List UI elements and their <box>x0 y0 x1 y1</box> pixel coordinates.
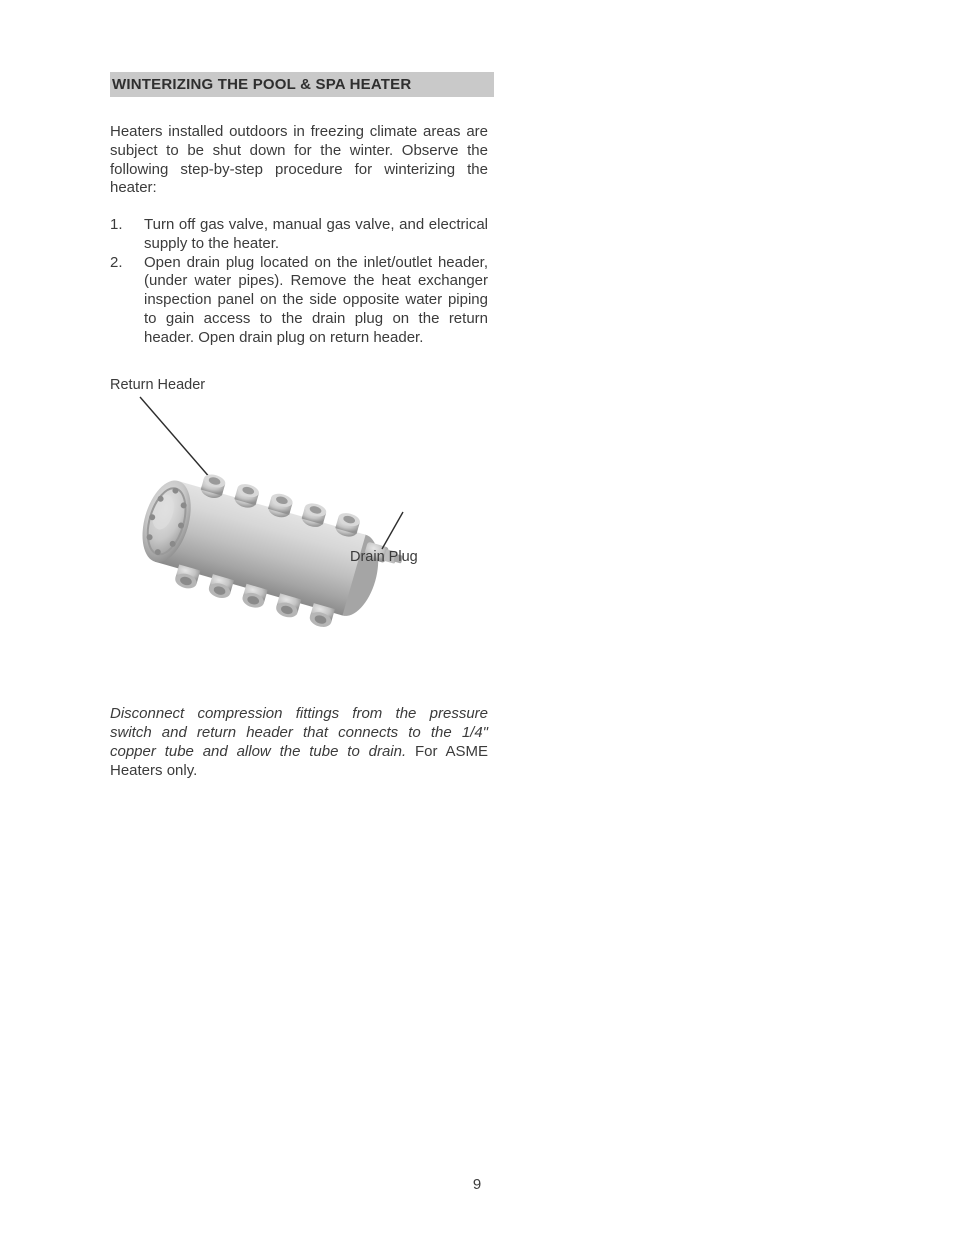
list-item: 1. Turn off gas valve, manual gas valve,… <box>110 216 488 254</box>
text-column: Heaters installed outdoors in freezing c… <box>110 123 488 347</box>
list-item: 2. Open drain plug located on the inlet/… <box>110 254 488 348</box>
closing-paragraph: Disconnect compression fittings from the… <box>110 705 488 780</box>
list-number: 2. <box>110 254 144 348</box>
list-text: Open drain plug located on the inlet/out… <box>144 254 488 348</box>
page: WINTERIZING THE POOL & SPA HEATER Heater… <box>0 0 954 1235</box>
step-list: 1. Turn off gas valve, manual gas valve,… <box>110 216 488 347</box>
page-number: 9 <box>0 1176 954 1193</box>
drain-plug-label: Drain Plug <box>350 549 418 565</box>
list-number: 1. <box>110 216 144 254</box>
figure-return-header: Return Header <box>110 377 488 687</box>
section-heading: WINTERIZING THE POOL & SPA HEATER <box>110 72 494 97</box>
intro-paragraph: Heaters installed outdoors in freezing c… <box>110 123 488 198</box>
list-text: Turn off gas valve, manual gas valve, an… <box>144 216 488 254</box>
return-header-illustration <box>110 377 488 687</box>
